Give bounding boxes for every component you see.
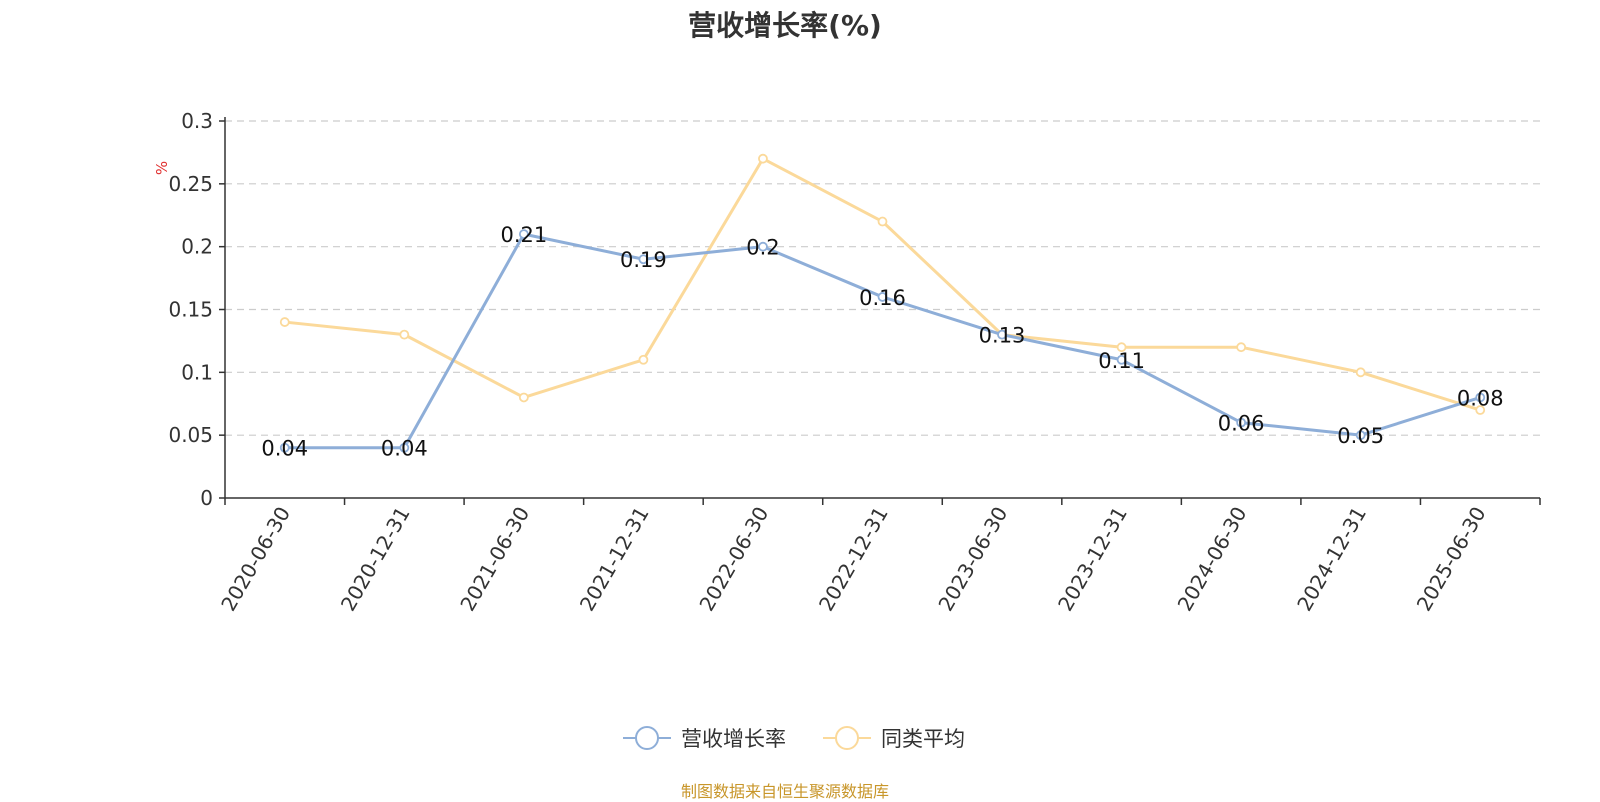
data-label: 0.08 <box>1457 386 1504 410</box>
x-tick-label: 2025-06-30 <box>1412 503 1491 616</box>
data-point <box>877 216 888 227</box>
grid-lines <box>225 120 1540 436</box>
source-note: 制图数据来自恒生聚源数据库 <box>680 782 889 801</box>
chart-title: 营收增长率(%) <box>688 9 882 42</box>
data-point <box>1236 417 1247 428</box>
x-tick-label: 2024-06-30 <box>1173 503 1252 616</box>
data-label: 0.04 <box>381 437 428 461</box>
x-tick-label: 2023-06-30 <box>933 503 1012 616</box>
legend-marker <box>835 726 859 750</box>
x-tick-label: 2022-12-31 <box>814 503 893 616</box>
x-tick-label: 2023-12-31 <box>1053 503 1132 616</box>
y-tick-label: 0.25 <box>168 172 213 196</box>
data-point <box>1355 367 1366 378</box>
data-point <box>638 254 649 265</box>
x-tick-label: 2021-06-30 <box>455 503 534 616</box>
data-point <box>1116 342 1127 353</box>
data-point <box>279 442 290 453</box>
data-point <box>518 392 529 403</box>
data-label: 0.16 <box>859 286 906 310</box>
data-point <box>997 329 1007 340</box>
y-tick-label: 0.2 <box>181 235 213 259</box>
x-tick-label: 2024-12-31 <box>1292 503 1371 616</box>
y-tick-label: 0.05 <box>168 423 213 447</box>
legend-item-0: 营收增长率 <box>623 726 786 751</box>
data-point <box>1475 405 1486 415</box>
data-label: 0.06 <box>1218 412 1265 436</box>
data-point <box>1236 342 1247 353</box>
data-label: 0.2 <box>746 236 779 260</box>
data-labels: 0.04 0.04 0.21 0.19 0.2 0.16 0.13 0.11 0.06 0.05 0… <box>261 223 1503 461</box>
data-point <box>399 442 410 453</box>
data-label: 0.05 <box>1337 424 1384 448</box>
data-label: 0.21 <box>500 223 547 247</box>
x-tick-label: 2020-06-30 <box>216 503 295 616</box>
x-tick-label: 2022-06-30 <box>694 503 773 616</box>
data-point <box>1475 392 1486 403</box>
y-tick-label: 0 <box>200 486 213 510</box>
series <box>279 153 1486 453</box>
y-axis-label: % <box>153 161 171 175</box>
legend-label: 同类平均 <box>881 727 965 751</box>
legend-marker <box>635 726 659 750</box>
y-tick-label: 0.3 <box>181 109 213 133</box>
data-point <box>758 241 768 252</box>
data-point <box>638 354 649 365</box>
x-tick-label: 2021-12-31 <box>575 503 654 616</box>
data-point <box>399 329 410 340</box>
series-line-0 <box>284 232 1481 450</box>
data-point <box>877 292 888 302</box>
y-tick-label: 0.1 <box>181 360 213 384</box>
data-point <box>758 153 768 164</box>
axes: 0 0.05 0.1 0.15 0.2 0.25 0.3% 2020-06-30 2020-12… <box>153 109 1541 616</box>
data-label: 0.13 <box>979 324 1026 348</box>
data-label: 0.19 <box>620 248 667 272</box>
legend: 营收增长率 同类平均 <box>623 726 965 751</box>
legend-label: 营收增长率 <box>681 727 786 751</box>
legend-item-1: 同类平均 <box>823 726 965 751</box>
data-label: 0.04 <box>261 437 308 461</box>
data-point <box>518 229 529 240</box>
series-line-1 <box>284 157 1481 412</box>
data-point <box>1116 354 1127 365</box>
data-point <box>1355 430 1366 441</box>
data-label: 0.11 <box>1098 349 1145 373</box>
x-tick-label: 2020-12-31 <box>336 503 415 616</box>
y-tick-label: 0.15 <box>168 298 213 322</box>
data-point <box>279 317 290 327</box>
